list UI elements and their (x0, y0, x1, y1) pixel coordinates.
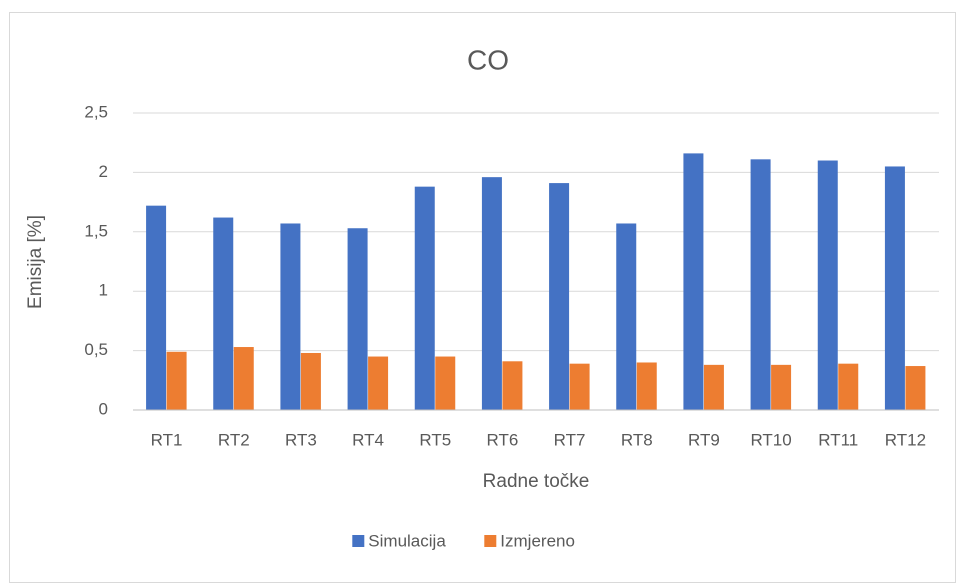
bar (838, 363, 859, 410)
x-axis-label: Radne točke (483, 471, 590, 492)
bar (817, 160, 838, 410)
bar (166, 351, 187, 410)
bar (502, 361, 523, 410)
bar (213, 217, 234, 410)
bar (771, 364, 792, 410)
x-tick-label: RT7 (554, 430, 586, 449)
legend-label: Simulacija (368, 531, 446, 550)
x-tick-label: RT2 (218, 430, 250, 449)
legend-label: Izmjereno (500, 531, 575, 550)
bar (481, 177, 502, 410)
bar (750, 159, 771, 410)
y-tick-label: 2 (99, 162, 108, 181)
chart-title: CO (467, 44, 509, 75)
bar (347, 228, 368, 410)
y-tick-label: 2,5 (84, 102, 108, 121)
x-tick-label: RT5 (419, 430, 451, 449)
legend-swatch (352, 535, 365, 547)
bar (300, 352, 321, 410)
x-tick-label: RT8 (621, 430, 653, 449)
y-tick-label: 0,5 (84, 340, 108, 359)
bar (636, 362, 657, 410)
bar (368, 356, 389, 410)
bar (414, 186, 435, 410)
y-tick-label: 1,5 (84, 221, 108, 240)
bar (549, 183, 570, 410)
legend-swatch (484, 535, 497, 547)
x-tick-label: RT1 (151, 430, 183, 449)
bar (146, 205, 167, 410)
bar (703, 364, 724, 410)
bar (884, 166, 905, 410)
bar (435, 356, 456, 410)
x-tick-label: RT6 (487, 430, 519, 449)
bar (280, 223, 301, 410)
bar (569, 363, 590, 410)
x-tick-label: RT9 (688, 430, 720, 449)
y-tick-label: 0 (99, 399, 108, 418)
x-tick-label: RT3 (285, 430, 317, 449)
y-axis-label: Emisija [%] (25, 215, 46, 309)
x-tick-label: RT10 (750, 430, 791, 449)
y-tick-label: 1 (99, 281, 108, 300)
x-tick-label: RT11 (818, 430, 858, 449)
bar (616, 223, 637, 410)
x-tick-label: RT12 (885, 430, 926, 449)
bar (905, 366, 926, 410)
bar (233, 347, 254, 410)
x-tick-label: RT4 (352, 430, 384, 449)
bar (683, 153, 704, 410)
